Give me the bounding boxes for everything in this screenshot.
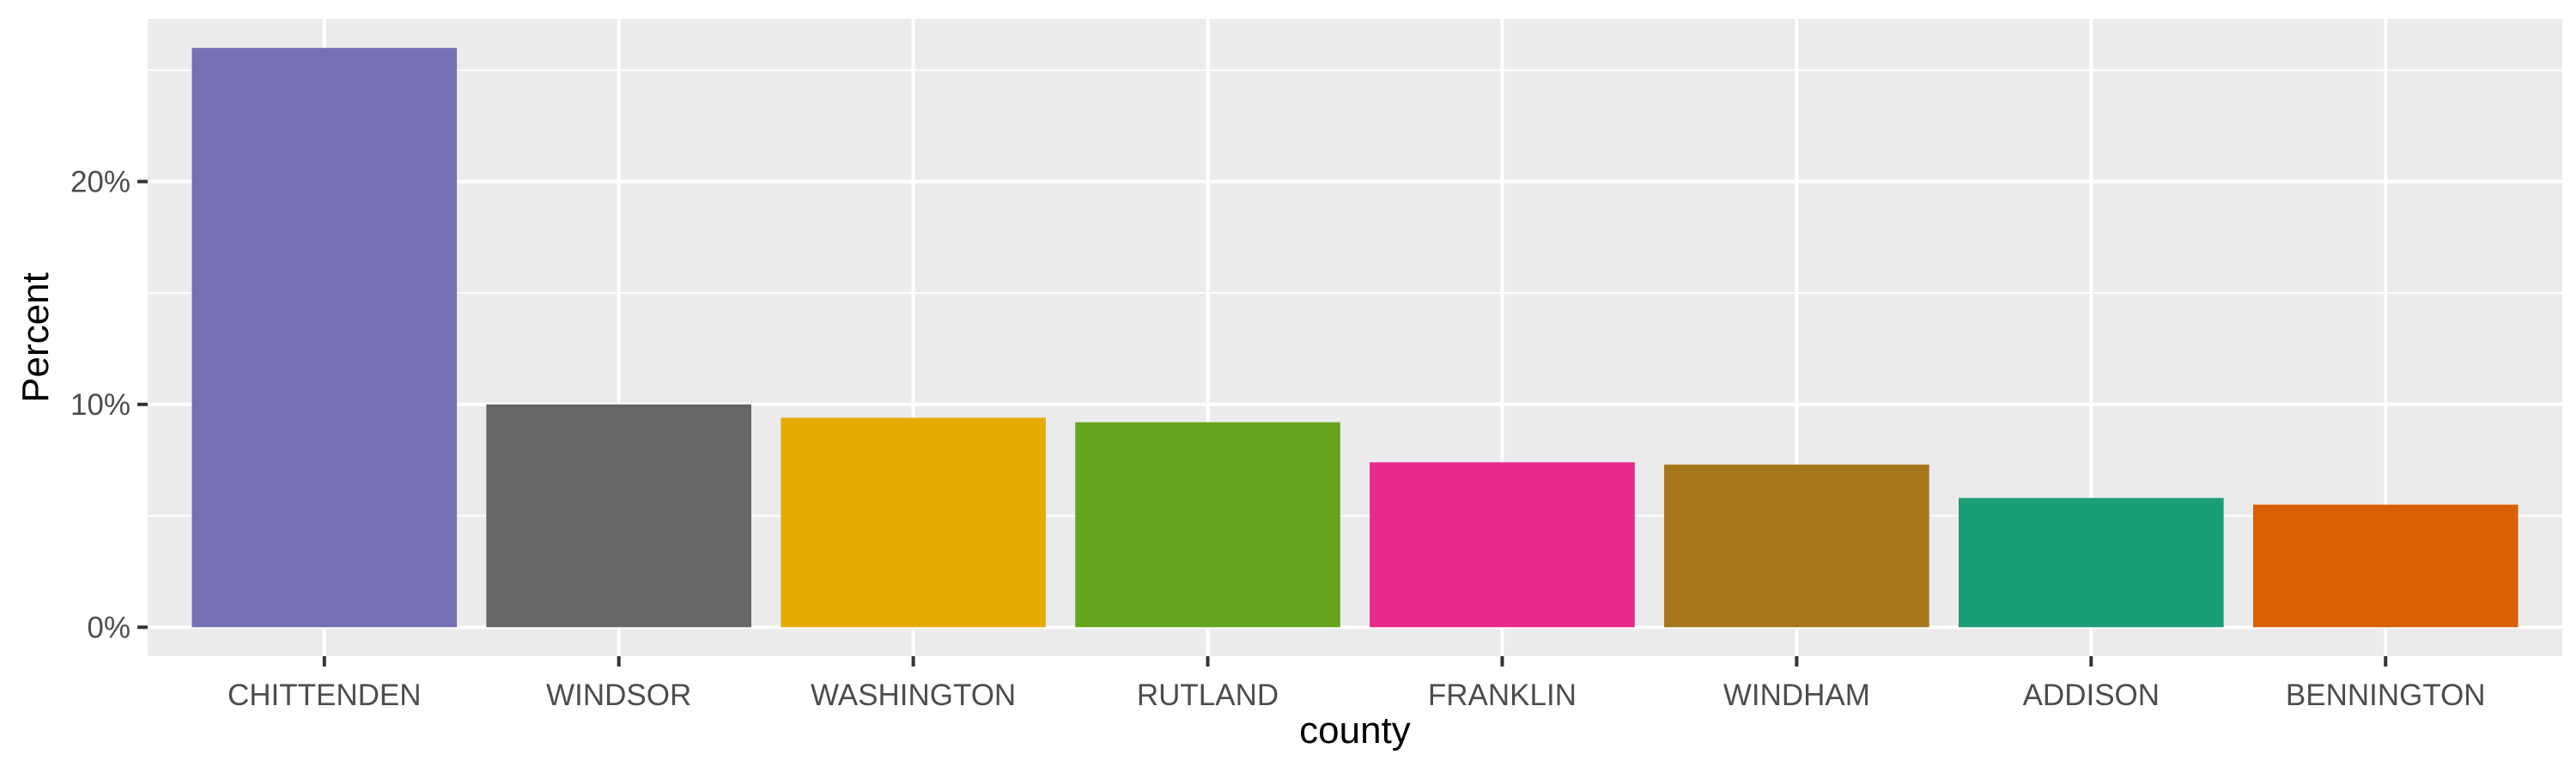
bar-bennington [2252, 504, 2518, 628]
x-tick-label: ADDISON [2023, 679, 2160, 712]
y-tick-label: 0% [87, 611, 131, 644]
x-tick-label: FRANKLIN [1428, 679, 1577, 712]
bar-rutland [1075, 422, 1340, 628]
bar-addison [1959, 497, 2224, 628]
y-axis-title: Percent [15, 272, 57, 403]
bar-windsor [486, 404, 751, 628]
y-tick-label: 20% [70, 165, 131, 198]
bar-washington [781, 417, 1046, 628]
bar-windham [1664, 464, 1929, 628]
y-tick-label: 10% [70, 388, 131, 422]
x-tick-label: RUTLAND [1137, 679, 1279, 712]
x-tick-label: WASHINGTON [811, 679, 1016, 712]
x-axis-title: county [1299, 709, 1411, 752]
x-axis: CHITTENDEN WINDSOR WASHINGTON RUTLAND FRANKL… [228, 656, 2486, 712]
x-tick-label: BENNINGTON [2286, 679, 2486, 712]
x-tick-label: WINDSOR [546, 679, 691, 712]
x-tick-label: WINDHAM [1723, 679, 1870, 712]
bars [191, 47, 2518, 628]
bar-franklin [1370, 462, 1635, 628]
bar-chittenden [191, 47, 458, 628]
y-axis: 0% 10% 20% [70, 165, 148, 644]
x-tick-label: CHITTENDEN [228, 679, 422, 712]
